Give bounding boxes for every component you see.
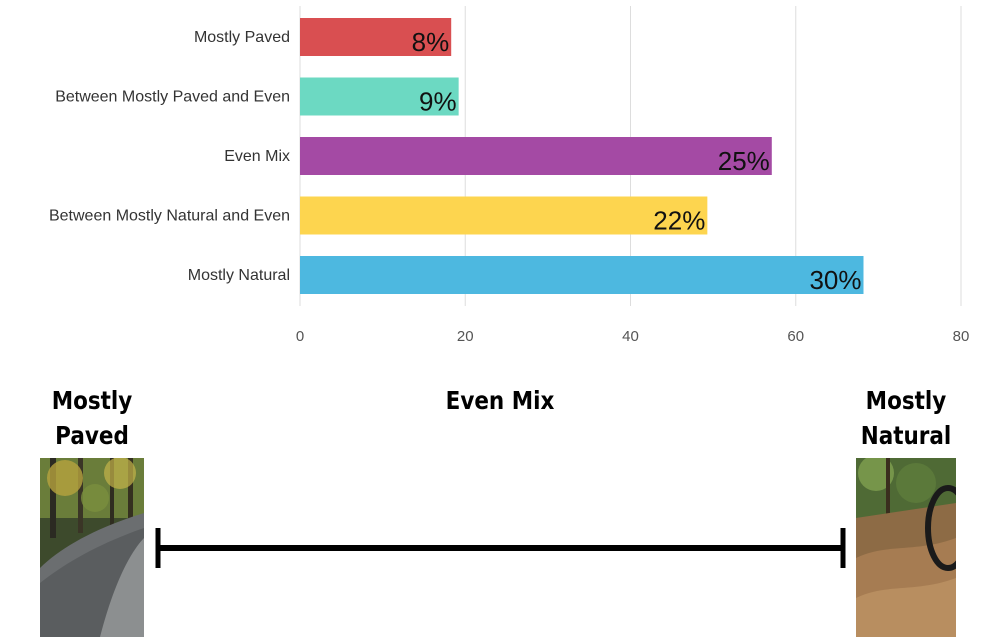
labels: 0 20 40 60 80 Mostly Paved 8% Between Mostly Pa… bbox=[49, 27, 969, 345]
scale-left-title-text: Mostly Paved bbox=[51, 386, 133, 450]
data-label: 8% bbox=[412, 27, 450, 57]
category-label: Between Mostly Natural and Even bbox=[49, 208, 290, 225]
bars bbox=[300, 18, 864, 294]
scale-right-title-text: Mostly Natural bbox=[860, 386, 952, 450]
category-label: Mostly Natural bbox=[188, 267, 290, 284]
natural-trail-photo bbox=[856, 458, 956, 637]
bar-5 bbox=[300, 256, 864, 294]
x-tick-label: 20 bbox=[457, 328, 474, 345]
scale-left-title: Mostly Paved bbox=[15, 383, 170, 453]
scale-line bbox=[155, 528, 846, 568]
scale-center-title: Even Mix bbox=[423, 383, 578, 418]
scale-right-title: Mostly Natural bbox=[829, 383, 984, 453]
bar-1 bbox=[300, 18, 452, 56]
data-label: 22% bbox=[653, 206, 705, 236]
x-tick-label: 80 bbox=[953, 328, 970, 345]
category-label: Between Mostly Paved and Even bbox=[55, 89, 290, 106]
bar-3 bbox=[300, 137, 772, 175]
bar-4 bbox=[300, 196, 708, 235]
paved-trail-photo bbox=[40, 458, 144, 637]
data-label: 30% bbox=[809, 265, 861, 295]
x-tick-label: 0 bbox=[296, 328, 304, 345]
category-label: Even Mix bbox=[224, 148, 290, 165]
x-tick-label: 40 bbox=[622, 328, 639, 345]
category-label: Mostly Paved bbox=[194, 29, 290, 46]
data-label: 25% bbox=[718, 146, 770, 176]
x-tick-label: 60 bbox=[787, 328, 804, 345]
bar-2 bbox=[300, 77, 459, 116]
scale-center-title-text: Even Mix bbox=[445, 386, 555, 415]
data-label: 9% bbox=[419, 87, 457, 117]
bar-chart: 0 20 40 60 80 Mostly Paved 8% Between Mostly Pa… bbox=[49, 6, 969, 345]
